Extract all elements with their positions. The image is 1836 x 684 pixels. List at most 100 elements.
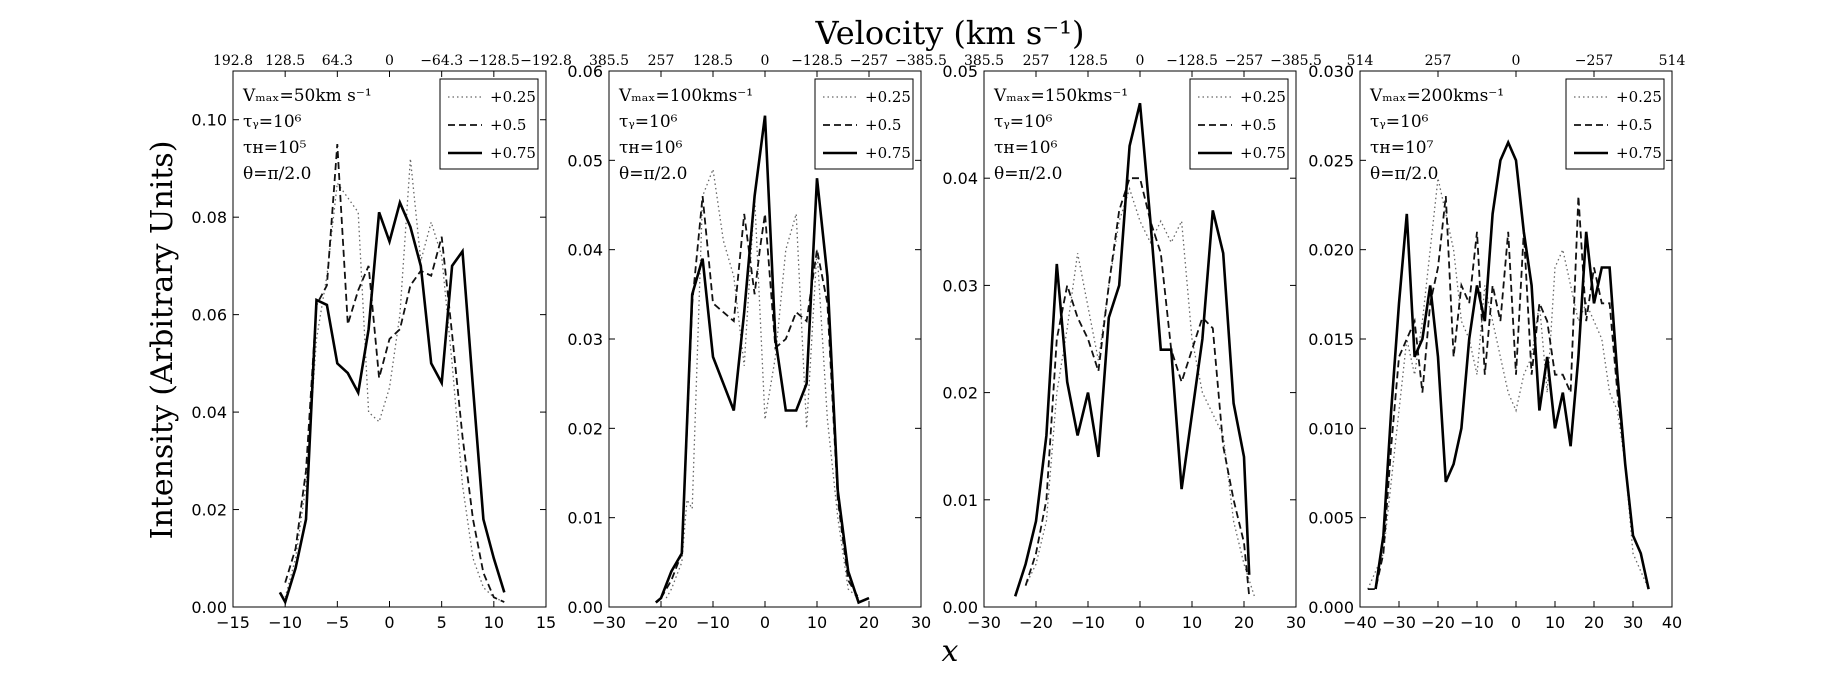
x-tick-label: 0 [760,613,770,632]
y-tick-label: 0.01 [942,491,978,510]
parameter-annotation: θ=π/2.0 [994,164,1062,184]
y-tick-label: 0.06 [567,62,603,81]
legend-label: +0.25 [1616,88,1662,106]
top-tick-label: 0 [1136,53,1145,69]
chart-panels: −15 −10 −5 0 5 10 15 0.00 0.02 0.04 0.06 0.08 0.10 19… [191,53,1685,632]
x-tick-label: 40 [1662,613,1682,632]
legend-label: +0.25 [865,88,911,106]
top-tick-label: −257 [850,53,888,69]
series-line-dashed [1367,196,1650,590]
x-tick-label: −40 [1343,613,1377,632]
x-tick-label: 20 [859,613,879,632]
legend-label: +0.75 [1240,144,1286,162]
panel-3: −30 −20 −10 0 10 20 30 0.00 0.01 0.02 0.03 0.04 0.05… [942,53,1322,632]
y-tick-label: 0.02 [191,501,227,520]
x-tick-label: 20 [1584,613,1604,632]
y-tick-label: 0.03 [942,276,978,295]
panel-1: −15 −10 −5 0 5 10 15 0.00 0.02 0.04 0.06 0.08 0.10 19… [191,53,572,632]
parameter-annotation: Vₘₐₓ=100kms⁻¹ [618,86,753,106]
top-tick-label: −64.3 [420,53,463,69]
top-tick-label: 128.5 [693,53,733,69]
parameter-annotation: θ=π/2.0 [619,164,687,184]
legend-label: +0.25 [490,88,536,106]
top-tick-label: −257 [1575,53,1613,69]
y-tick-label: 0.020 [1308,241,1354,260]
x-tick-label: 0 [1511,613,1521,632]
parameter-annotation: Vₘₐₓ=150kms⁻¹ [993,86,1128,106]
y-tick-label: 0.03 [567,330,603,349]
top-tick-label: 257 [1425,53,1452,69]
series-line-dashed [1024,177,1251,597]
x-tick-label: 0 [1135,613,1145,632]
top-tick-label: 385.5 [589,53,629,69]
top-tick-label: 64.3 [322,53,353,69]
top-tick-label: 0 [761,53,770,69]
figure-top-title-text: Velocity (km s⁻¹) [815,14,1085,52]
parameter-annotation: τᵧ=10⁶ [243,112,302,132]
y-tick-label: 0.01 [567,509,603,528]
parameter-annotation: Vₘₐₓ=50km s⁻¹ [242,86,372,106]
top-tick-label: −128.5 [468,53,520,69]
series-line-solid [1374,139,1650,590]
y-tick-label: 0.015 [1308,330,1354,349]
series-line-dotted [284,158,505,603]
y-tick-label: 0.08 [191,208,227,227]
parameter-annotation: τᵧ=10⁶ [619,112,678,132]
top-tick-label: 257 [1023,53,1050,69]
parameter-annotation: τʜ=10⁶ [994,138,1058,158]
x-tick-label: −30 [1382,613,1416,632]
y-tick-label: 0.000 [1308,598,1354,617]
y-tick-label: 0.05 [942,62,978,81]
y-tick-label: 0.010 [1308,419,1354,438]
parameter-annotation: τᵧ=10⁶ [1370,112,1429,132]
y-tick-label: 0.04 [191,403,227,422]
top-tick-label: −128.5 [1166,53,1218,69]
legend-label: +0.25 [1240,88,1286,106]
top-tick-label: −385.5 [895,53,947,69]
figure-x-axis-label: x [942,634,959,669]
x-tick-label: −10 [268,613,302,632]
x-tick-label: 30 [1623,613,1643,632]
x-tick-label: −10 [1460,613,1494,632]
series-line-dotted [1025,186,1256,597]
panel-4: −40 −30 −20 −10 0 10 20 30 40 0.000 0.005 0.010 0.01… [1308,53,1685,632]
top-tick-label: 514 [1347,53,1374,69]
top-tick-label: −257 [1225,53,1263,69]
x-tick-label: 20 [1234,613,1254,632]
y-tick-label: 0.00 [567,598,603,617]
top-tick-label: 257 [648,53,675,69]
y-tick-label: 0.05 [567,151,603,170]
x-tick-label: −30 [967,613,1001,632]
x-tick-label: −15 [216,613,250,632]
x-tick-label: −20 [1019,613,1053,632]
figure-y-axis-label: Intensity (Arbitrary Units) [145,141,180,540]
y-tick-label: 0.025 [1308,151,1354,170]
legend-label: +0.75 [490,144,536,162]
top-tick-label: 514 [1659,53,1686,69]
top-tick-label: 0 [385,53,394,69]
top-tick-label: 192.8 [213,53,253,69]
legend-label: +0.5 [1240,116,1276,134]
parameter-annotation: θ=π/2.0 [1370,164,1438,184]
y-tick-label: 0.02 [942,384,978,403]
y-tick-label: 0.04 [942,169,978,188]
legend-label: +0.5 [865,116,901,134]
x-tick-label: −5 [326,613,350,632]
x-tick-label: 10 [484,613,504,632]
parameter-annotation: θ=π/2.0 [243,164,311,184]
series-line-solid [654,115,870,605]
x-tick-label: 5 [437,613,447,632]
y-tick-label: 0.04 [567,241,603,260]
x-tick-label: 10 [1182,613,1202,632]
x-tick-label: 30 [1286,613,1306,632]
x-tick-label: 15 [536,613,556,632]
legend-label: +0.75 [1616,144,1662,162]
top-tick-label: 128.5 [1068,53,1108,69]
top-tick-label: −385.5 [1270,53,1322,69]
parameter-annotation: τʜ=10⁷ [1370,138,1434,158]
top-tick-label: −192.8 [520,53,572,69]
x-tick-label: −10 [1071,613,1105,632]
x-tick-label: −10 [696,613,730,632]
top-tick-label: 0 [1512,53,1521,69]
top-tick-label: 128.5 [265,53,305,69]
